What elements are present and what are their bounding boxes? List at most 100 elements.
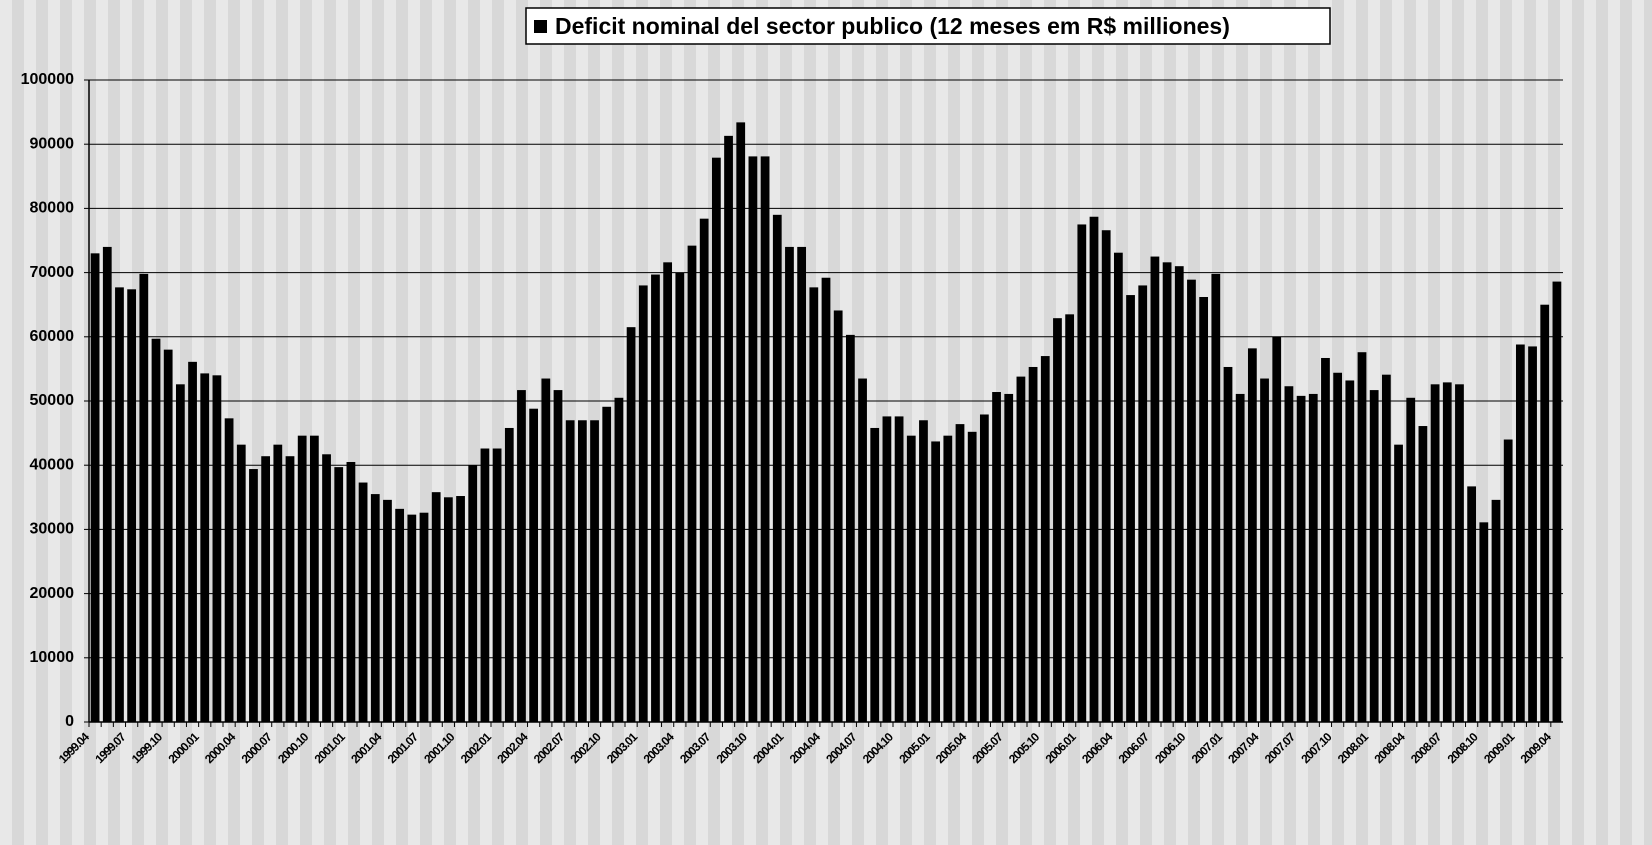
x-tick-label: 2006.07 bbox=[1116, 730, 1153, 767]
x-tick-label: 2002.07 bbox=[531, 730, 568, 767]
bar bbox=[285, 456, 295, 722]
y-tick-label: 40000 bbox=[30, 456, 75, 473]
x-tick-label: 2006.10 bbox=[1152, 730, 1189, 767]
y-tick-label: 10000 bbox=[30, 649, 75, 666]
x-tick-label: 1999.04 bbox=[56, 730, 93, 767]
bar bbox=[699, 218, 709, 722]
x-tick-label: 2005.07 bbox=[969, 730, 1006, 767]
bar bbox=[1101, 230, 1111, 722]
bar bbox=[1345, 380, 1355, 722]
bar bbox=[236, 444, 246, 722]
y-tick-label: 30000 bbox=[30, 521, 75, 538]
bar bbox=[1260, 378, 1269, 722]
bar bbox=[309, 435, 319, 722]
bar bbox=[297, 435, 307, 722]
bar bbox=[541, 378, 551, 722]
bar bbox=[1040, 356, 1050, 722]
bar bbox=[1430, 384, 1440, 722]
bar bbox=[127, 289, 137, 722]
bar bbox=[1455, 384, 1464, 722]
bar bbox=[553, 390, 563, 722]
x-tick-label: 2001.10 bbox=[421, 730, 458, 767]
x-tick-label: 2008.04 bbox=[1371, 730, 1408, 767]
bar bbox=[139, 273, 149, 722]
bar bbox=[468, 465, 478, 722]
bar bbox=[663, 262, 673, 722]
bar bbox=[858, 378, 867, 722]
x-tick-label: 2003.04 bbox=[641, 730, 678, 767]
x-tick-label: 2001.04 bbox=[348, 730, 385, 767]
bar bbox=[906, 435, 916, 722]
bar bbox=[638, 285, 648, 722]
bar bbox=[955, 424, 965, 722]
bar bbox=[724, 135, 733, 722]
bar bbox=[1065, 314, 1075, 722]
bar bbox=[675, 272, 685, 722]
bar bbox=[602, 406, 612, 722]
bar bbox=[772, 214, 782, 722]
bar bbox=[882, 416, 892, 722]
bar bbox=[224, 418, 234, 722]
x-tick-label: 2001.01 bbox=[312, 730, 349, 767]
x-tick-label: 2007.07 bbox=[1262, 730, 1299, 767]
bar bbox=[1406, 397, 1416, 722]
y-tick-label: 60000 bbox=[30, 328, 75, 345]
bar bbox=[1442, 382, 1452, 722]
x-tick-label: 2002.10 bbox=[567, 730, 604, 767]
x-tick-label: 2004.10 bbox=[860, 730, 897, 767]
bar bbox=[1528, 346, 1537, 722]
x-tick-label: 2000.10 bbox=[275, 730, 312, 767]
bar bbox=[1491, 499, 1501, 722]
bar bbox=[90, 253, 100, 722]
bar bbox=[200, 373, 210, 722]
bar bbox=[504, 427, 514, 722]
bar bbox=[1479, 522, 1489, 722]
bar bbox=[334, 467, 344, 722]
bar bbox=[577, 420, 587, 722]
bar bbox=[115, 287, 124, 722]
x-tick-label: 2006.01 bbox=[1043, 730, 1080, 767]
x-tick-label: 2004.07 bbox=[823, 730, 860, 767]
x-tick-label: 2004.04 bbox=[787, 730, 824, 767]
bar bbox=[1162, 262, 1172, 722]
bar bbox=[1333, 372, 1343, 722]
bar bbox=[1028, 366, 1038, 722]
bar bbox=[175, 384, 185, 722]
bar bbox=[480, 448, 490, 722]
bar bbox=[614, 397, 624, 722]
x-tick-label: 2000.07 bbox=[239, 730, 276, 767]
x-tick-label: 2003.07 bbox=[677, 730, 714, 767]
x-tick-label: 2004.01 bbox=[750, 730, 787, 767]
y-tick-label: 20000 bbox=[30, 585, 75, 602]
bar bbox=[626, 327, 636, 722]
bar bbox=[1247, 348, 1257, 722]
x-tick-label: 2009.01 bbox=[1481, 730, 1518, 767]
bar bbox=[151, 338, 161, 722]
bar bbox=[529, 408, 539, 722]
bar bbox=[1113, 252, 1123, 722]
bar bbox=[651, 274, 660, 722]
bar bbox=[760, 156, 770, 722]
x-tick-label: 2007.04 bbox=[1225, 730, 1262, 767]
bar bbox=[188, 361, 197, 722]
bar bbox=[261, 456, 271, 722]
bar bbox=[1150, 256, 1160, 722]
bar bbox=[943, 435, 953, 722]
x-tick-label: 2008.10 bbox=[1445, 730, 1482, 767]
bar bbox=[346, 461, 356, 722]
bar bbox=[1004, 393, 1014, 722]
x-tick-label: 2003.01 bbox=[604, 730, 641, 767]
bar bbox=[736, 122, 746, 722]
bar bbox=[1308, 393, 1318, 722]
bar bbox=[797, 246, 807, 723]
bar bbox=[894, 416, 904, 722]
bar bbox=[1089, 216, 1099, 722]
bar bbox=[833, 310, 843, 722]
bar bbox=[967, 431, 977, 722]
bar bbox=[1235, 393, 1245, 722]
y-tick-label: 70000 bbox=[30, 264, 75, 281]
bar bbox=[249, 469, 258, 722]
bar bbox=[845, 334, 855, 722]
bar bbox=[517, 390, 526, 722]
